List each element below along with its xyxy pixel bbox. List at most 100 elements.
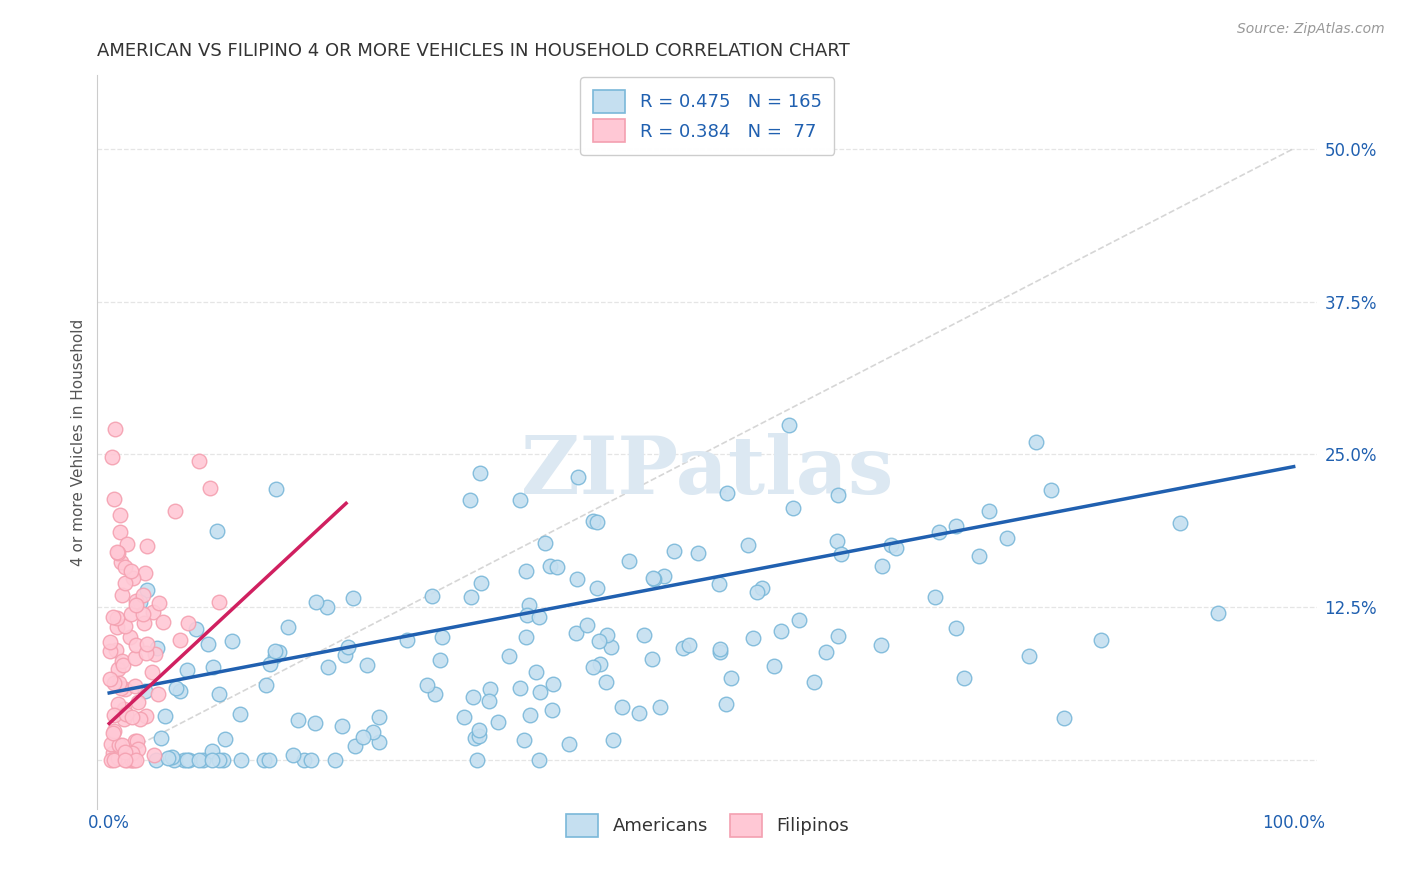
Point bbox=[103, 723, 125, 738]
Point bbox=[581, 659, 603, 673]
Point bbox=[208, 686, 231, 700]
Point bbox=[967, 549, 990, 564]
Point bbox=[662, 544, 685, 558]
Point bbox=[470, 576, 492, 591]
Point bbox=[461, 690, 484, 704]
Point bbox=[134, 615, 156, 630]
Point bbox=[155, 709, 177, 723]
Point bbox=[105, 643, 128, 657]
Point bbox=[588, 634, 610, 648]
Point bbox=[169, 684, 191, 698]
Point bbox=[458, 493, 481, 508]
Point bbox=[135, 646, 157, 660]
Point bbox=[870, 558, 893, 573]
Point bbox=[125, 734, 148, 748]
Point bbox=[114, 682, 136, 697]
Point bbox=[589, 657, 612, 671]
Point bbox=[114, 576, 136, 591]
Point bbox=[582, 514, 605, 528]
Point bbox=[612, 699, 634, 714]
Text: AMERICAN VS FILIPINO 4 OR MORE VEHICLES IN HOUSEHOLD CORRELATION CHART: AMERICAN VS FILIPINO 4 OR MORE VEHICLES … bbox=[97, 42, 851, 60]
Point bbox=[737, 538, 759, 552]
Point bbox=[156, 750, 179, 764]
Point bbox=[134, 566, 156, 580]
Point bbox=[827, 534, 849, 549]
Point bbox=[513, 732, 536, 747]
Point bbox=[111, 658, 134, 673]
Point bbox=[648, 699, 671, 714]
Point bbox=[778, 418, 800, 433]
Point bbox=[276, 620, 298, 634]
Point bbox=[136, 637, 159, 651]
Point bbox=[201, 753, 224, 767]
Point bbox=[585, 581, 607, 595]
Point bbox=[709, 644, 731, 658]
Point bbox=[361, 725, 384, 739]
Point bbox=[516, 607, 538, 622]
Point bbox=[108, 508, 131, 523]
Point bbox=[332, 719, 354, 733]
Point bbox=[148, 596, 170, 610]
Point bbox=[202, 660, 225, 674]
Point bbox=[432, 630, 454, 644]
Point bbox=[367, 710, 389, 724]
Point bbox=[1025, 434, 1047, 449]
Point bbox=[110, 525, 132, 540]
Point bbox=[132, 588, 155, 602]
Point bbox=[709, 577, 731, 591]
Point bbox=[143, 647, 166, 661]
Point bbox=[152, 615, 174, 630]
Point bbox=[1168, 516, 1191, 530]
Point bbox=[368, 735, 391, 749]
Point bbox=[529, 753, 551, 767]
Point bbox=[830, 547, 852, 561]
Point bbox=[121, 747, 143, 761]
Point bbox=[422, 589, 444, 603]
Point bbox=[114, 753, 136, 767]
Point bbox=[827, 629, 849, 643]
Point bbox=[163, 753, 186, 767]
Point bbox=[121, 571, 143, 585]
Point bbox=[742, 631, 765, 645]
Point bbox=[287, 713, 309, 727]
Point bbox=[751, 581, 773, 595]
Point bbox=[115, 536, 138, 550]
Point bbox=[103, 753, 125, 767]
Point bbox=[600, 640, 623, 654]
Point bbox=[197, 637, 219, 651]
Point bbox=[342, 591, 364, 606]
Point bbox=[125, 593, 148, 607]
Point bbox=[264, 644, 287, 658]
Point bbox=[529, 685, 551, 699]
Point bbox=[100, 737, 122, 751]
Point bbox=[165, 681, 187, 696]
Point bbox=[124, 734, 146, 748]
Point bbox=[870, 638, 893, 652]
Point bbox=[176, 753, 198, 767]
Point bbox=[110, 681, 132, 696]
Point bbox=[120, 630, 142, 644]
Point bbox=[120, 564, 142, 578]
Point bbox=[534, 536, 557, 550]
Point bbox=[259, 657, 281, 672]
Point bbox=[323, 753, 346, 767]
Point bbox=[1053, 711, 1076, 725]
Point bbox=[205, 524, 228, 539]
Point bbox=[678, 638, 700, 652]
Point bbox=[602, 733, 624, 747]
Point bbox=[208, 595, 231, 609]
Point bbox=[105, 545, 128, 559]
Point bbox=[124, 650, 146, 665]
Point bbox=[149, 731, 172, 745]
Point bbox=[115, 753, 138, 767]
Point bbox=[827, 488, 849, 502]
Point bbox=[141, 665, 163, 679]
Point bbox=[565, 572, 588, 586]
Point bbox=[114, 618, 136, 632]
Point bbox=[316, 600, 339, 615]
Point bbox=[787, 614, 810, 628]
Point bbox=[257, 753, 280, 767]
Point bbox=[103, 422, 125, 436]
Point bbox=[617, 553, 640, 567]
Point bbox=[201, 744, 224, 758]
